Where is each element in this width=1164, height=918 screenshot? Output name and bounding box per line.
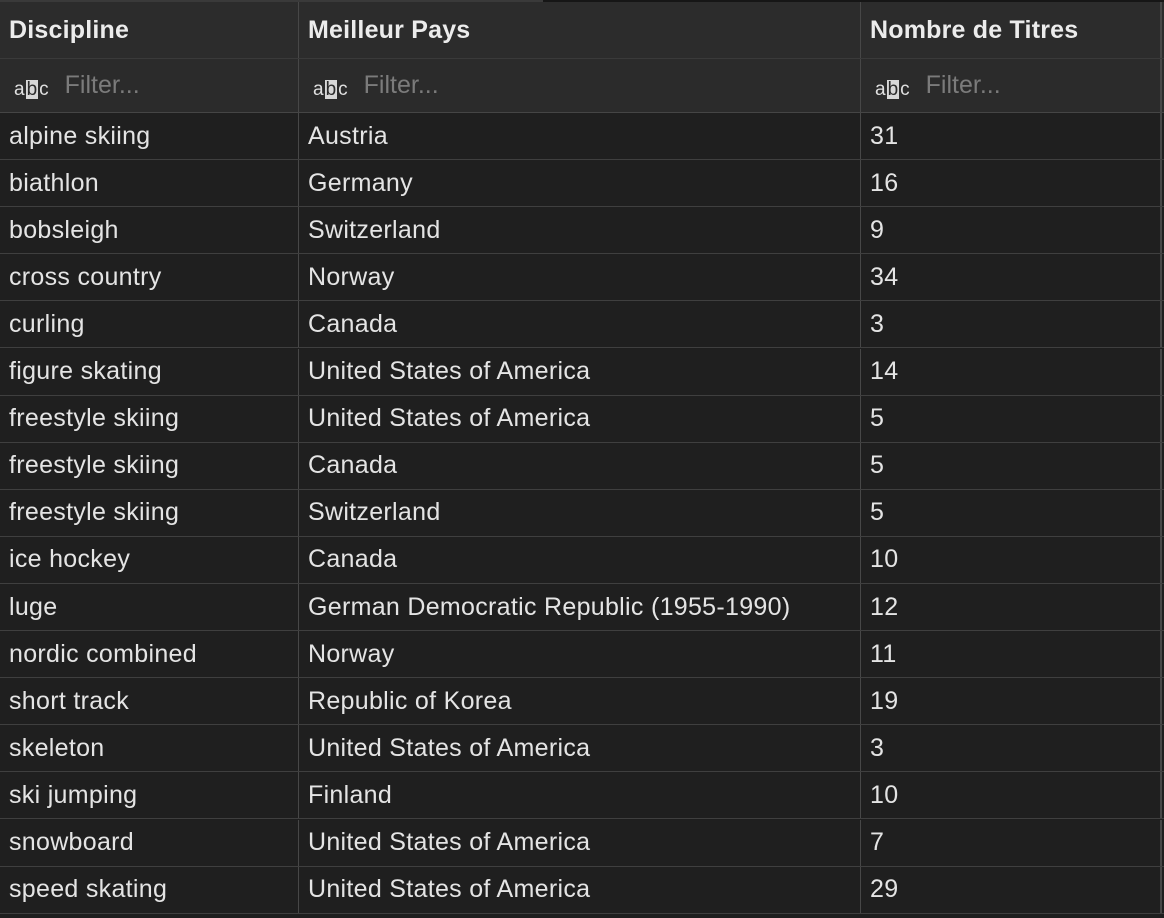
cell-nombre-de-titres[interactable]: 12 bbox=[861, 584, 1162, 631]
cell-meilleur-pays[interactable]: Canada bbox=[299, 301, 861, 348]
cell-nombre-de-titres[interactable]: 9 bbox=[861, 207, 1162, 254]
cell-nombre-de-titres[interactable]: 10 bbox=[861, 536, 1162, 583]
cell-meilleur-pays[interactable]: German Democratic Republic (1955-1990) bbox=[299, 584, 861, 631]
cell-discipline[interactable]: figure skating bbox=[0, 348, 299, 395]
table-row[interactable]: bobsleigh Switzerland 9 bbox=[0, 207, 1164, 255]
cell-discipline[interactable]: freestyle skiing bbox=[0, 489, 299, 536]
cell-meilleur-pays[interactable]: Germany bbox=[299, 160, 861, 207]
cell-meilleur-pays[interactable]: Norway bbox=[299, 631, 861, 678]
cell-nombre-de-titres[interactable]: 10 bbox=[861, 772, 1162, 819]
cell-discipline[interactable]: snowboard bbox=[0, 819, 299, 866]
cell-nombre-de-titres[interactable]: 19 bbox=[861, 678, 1162, 725]
cell-meilleur-pays[interactable]: Switzerland bbox=[299, 489, 861, 536]
column-header-discipline[interactable]: Discipline bbox=[0, 2, 299, 58]
cell-meilleur-pays[interactable]: United States of America bbox=[299, 819, 861, 866]
cell-meilleur-pays[interactable]: United States of America bbox=[299, 395, 861, 442]
cell-meilleur-pays[interactable]: Canada bbox=[299, 536, 861, 583]
cell-nombre-de-titres[interactable]: 31 bbox=[861, 113, 1162, 160]
cell-nombre-de-titres[interactable]: 34 bbox=[861, 254, 1162, 301]
table-row[interactable]: speed skating United States of America 2… bbox=[0, 866, 1164, 914]
cell-nombre-de-titres[interactable]: 3 bbox=[861, 725, 1162, 772]
table-row[interactable]: luge German Democratic Republic (1955-19… bbox=[0, 584, 1164, 632]
cell-nombre-de-titres[interactable]: 3 bbox=[861, 301, 1162, 348]
table-row[interactable]: freestyle skiing United States of Americ… bbox=[0, 395, 1164, 443]
cell-meilleur-pays[interactable]: Canada bbox=[299, 442, 861, 489]
cell-discipline[interactable]: skeleton bbox=[0, 725, 299, 772]
cell-nombre-de-titres[interactable]: 5 bbox=[861, 442, 1162, 489]
cell-nombre-de-titres[interactable]: 5 bbox=[861, 395, 1162, 442]
cell-meilleur-pays[interactable]: Switzerland bbox=[299, 207, 861, 254]
cell-meilleur-pays[interactable]: United States of America bbox=[299, 725, 861, 772]
cell-discipline[interactable]: bobsleigh bbox=[0, 207, 299, 254]
column-header-nombre-de-titres[interactable]: Nombre de Titres bbox=[861, 2, 1162, 58]
table-row[interactable]: cross country Norway 34 bbox=[0, 254, 1164, 302]
column-header-label: Discipline bbox=[9, 15, 130, 44]
cell-discipline[interactable]: ski jumping bbox=[0, 772, 299, 819]
table-row[interactable]: freestyle skiing Canada 5 bbox=[0, 442, 1164, 490]
filter-input-nombre-de-titres[interactable] bbox=[925, 71, 1160, 100]
filter-input-discipline[interactable] bbox=[64, 71, 298, 100]
table-row[interactable]: snowboard United States of America 7 bbox=[0, 819, 1164, 867]
table-row[interactable]: ski jumping Finland 10 bbox=[0, 772, 1164, 820]
table-row[interactable]: skeleton United States of America 3 bbox=[0, 725, 1164, 773]
column-header-meilleur-pays[interactable]: Meilleur Pays bbox=[299, 2, 861, 58]
cell-meilleur-pays[interactable]: United States of America bbox=[299, 866, 861, 913]
cell-discipline[interactable]: biathlon bbox=[0, 160, 299, 207]
column-header-label: Meilleur Pays bbox=[308, 15, 471, 44]
table-row[interactable]: nordic combined Norway 11 bbox=[0, 631, 1164, 679]
cell-nombre-de-titres[interactable]: 7 bbox=[861, 819, 1162, 866]
cell-nombre-de-titres[interactable]: 16 bbox=[861, 160, 1162, 207]
table-row[interactable]: curling Canada 3 bbox=[0, 301, 1164, 349]
cell-discipline[interactable]: alpine skiing bbox=[0, 113, 299, 160]
cell-discipline[interactable]: freestyle skiing bbox=[0, 395, 299, 442]
cell-meilleur-pays[interactable]: Norway bbox=[299, 254, 861, 301]
cell-discipline[interactable]: cross country bbox=[0, 254, 299, 301]
table-row[interactable]: short track Republic of Korea 19 bbox=[0, 678, 1164, 726]
cell-nombre-de-titres[interactable]: 11 bbox=[861, 631, 1162, 678]
column-header-label: Nombre de Titres bbox=[870, 15, 1079, 44]
filter-row: abc abc abc bbox=[0, 59, 1164, 113]
cell-discipline[interactable]: speed skating bbox=[0, 866, 299, 913]
cell-meilleur-pays[interactable]: Austria bbox=[299, 113, 861, 160]
filter-input-meilleur-pays[interactable] bbox=[363, 71, 604, 100]
table-row[interactable]: biathlon Germany 16 bbox=[0, 160, 1164, 208]
cell-discipline[interactable]: nordic combined bbox=[0, 631, 299, 678]
cell-nombre-de-titres[interactable]: 5 bbox=[861, 489, 1162, 536]
cell-nombre-de-titres[interactable]: 14 bbox=[861, 348, 1162, 395]
cell-discipline[interactable]: freestyle skiing bbox=[0, 442, 299, 489]
cell-meilleur-pays[interactable]: Republic of Korea bbox=[299, 678, 861, 725]
cell-discipline[interactable]: short track bbox=[0, 678, 299, 725]
cell-nombre-de-titres[interactable]: 29 bbox=[861, 866, 1162, 913]
table-row[interactable]: freestyle skiing Switzerland 5 bbox=[0, 489, 1164, 537]
table-row[interactable]: figure skating United States of America … bbox=[0, 348, 1164, 396]
cell-discipline[interactable]: luge bbox=[0, 584, 299, 631]
cell-discipline[interactable]: curling bbox=[0, 301, 299, 348]
cell-meilleur-pays[interactable]: Finland bbox=[299, 772, 861, 819]
cell-discipline[interactable]: ice hockey bbox=[0, 536, 299, 583]
table-row[interactable]: alpine skiing Austria 31 bbox=[0, 113, 1164, 161]
table-row[interactable]: ice hockey Canada 10 bbox=[0, 536, 1164, 584]
cell-meilleur-pays[interactable]: United States of America bbox=[299, 348, 861, 395]
header-row: Discipline Meilleur Pays Nombre de Titre… bbox=[0, 2, 1164, 59]
